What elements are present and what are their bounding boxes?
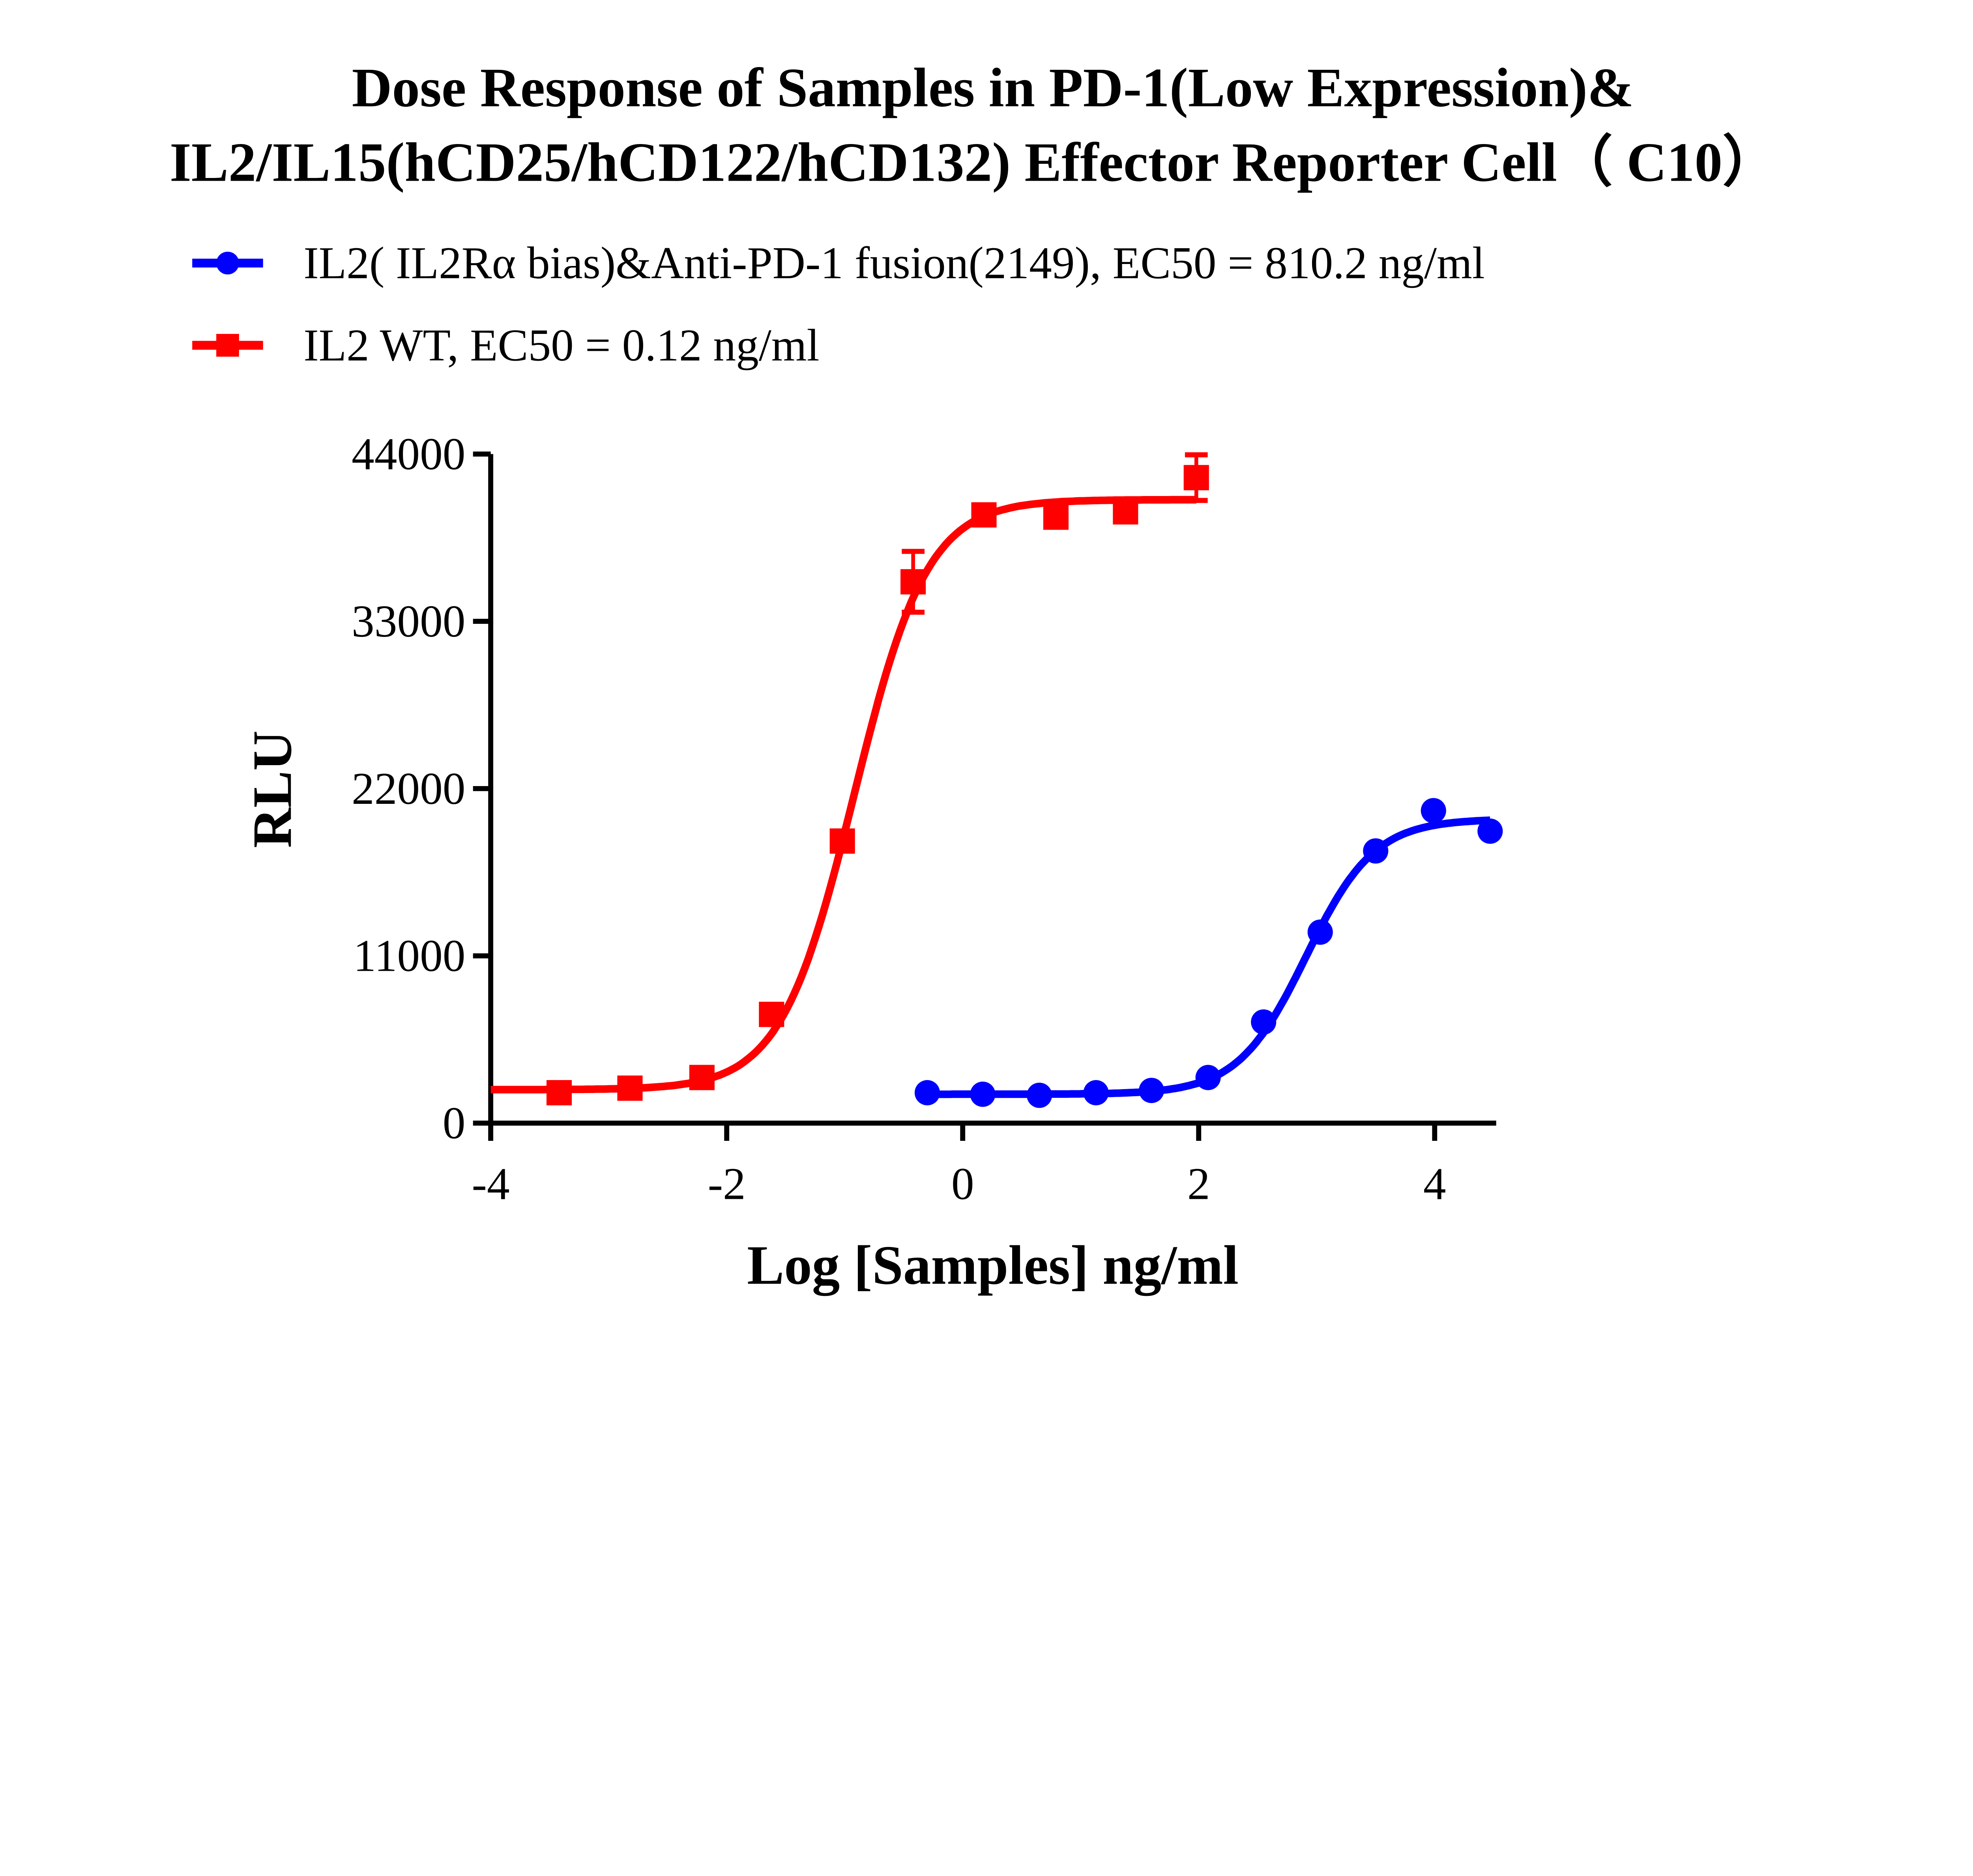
dose-response-chart: Dose Response of Samples in PD-1(Low Exp…: [170, 56, 1778, 1296]
data-point-wt: [689, 1065, 715, 1090]
x-tick-label: 4: [1423, 1158, 1446, 1209]
chart-title-line-1: Dose Response of Samples in PD-1(Low Exp…: [352, 56, 1634, 118]
data-point-wt: [617, 1075, 643, 1101]
fit-curve-fusion: [927, 816, 1490, 1098]
data-point-wt: [759, 1002, 784, 1027]
data-point-wt: [1113, 499, 1138, 525]
data-point-wt: [829, 828, 855, 854]
data-point-wt: [1043, 504, 1069, 530]
data-point-fusion: [970, 1081, 996, 1107]
data-point-wt: [546, 1080, 572, 1106]
data-point-fusion: [1363, 838, 1389, 864]
x-tick-label: 0: [951, 1158, 974, 1209]
legend-marker-square: [216, 334, 239, 357]
y-tick-label: 0: [443, 1098, 466, 1148]
y-tick-label: 44000: [352, 429, 465, 479]
data-point-fusion: [1421, 798, 1446, 824]
data-point-wt: [971, 502, 997, 528]
fit-curve-wt: [490, 496, 1196, 1093]
data-point-fusion: [1251, 1009, 1277, 1035]
data-point-fusion: [914, 1080, 940, 1106]
y-tick-label: 33000: [352, 596, 465, 646]
plot-area: [490, 452, 1503, 1108]
x-tick-label: -2: [708, 1158, 746, 1209]
x-tick-label: 2: [1187, 1158, 1210, 1209]
data-point-fusion: [1083, 1080, 1109, 1106]
y-axis-label: RLU: [241, 730, 303, 848]
data-point-wt: [900, 569, 926, 595]
legend-label-fusion: IL2( IL2Rα bias)&Anti-PD-1 fusion(2149),…: [303, 238, 1485, 288]
chart-title-line-2: IL2/IL15(hCD25/hCD122/hCD132) Effector R…: [170, 131, 1778, 193]
x-tick-label: -4: [472, 1158, 510, 1209]
data-point-fusion: [1477, 818, 1503, 844]
y-tick-label: 22000: [352, 763, 465, 814]
data-point-fusion: [1195, 1065, 1221, 1090]
legend: IL2( IL2Rα bias)&Anti-PD-1 fusion(2149),…: [192, 238, 1485, 370]
y-tick-label: 11000: [353, 931, 465, 981]
legend-marker-circle: [216, 251, 239, 275]
data-point-fusion: [1026, 1082, 1052, 1108]
data-point-fusion: [1307, 919, 1333, 945]
axes: 0 11000 22000 33000 44000 -4 -2 0 2 4: [352, 429, 1496, 1209]
data-point-wt: [1183, 465, 1209, 491]
x-axis-label: Log [Samples] ng/ml: [747, 1234, 1239, 1296]
legend-label-wt: IL2 WT, EC50 = 0.12 ng/ml: [303, 320, 819, 370]
data-point-fusion: [1139, 1078, 1164, 1103]
